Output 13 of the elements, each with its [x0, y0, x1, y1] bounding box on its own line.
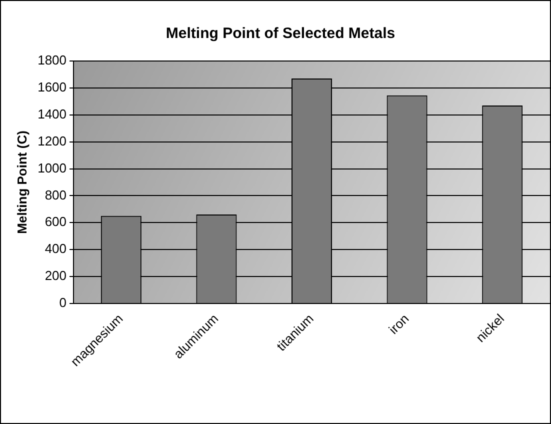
y-tick-label: 1800 [38, 52, 67, 68]
y-axis-title: Melting Point (C) [14, 130, 30, 234]
y-tick-label: 0 [59, 295, 67, 310]
y-tick-label: 400 [44, 241, 67, 256]
y-tick-label: 1000 [38, 160, 67, 176]
y-tick-label: 600 [44, 214, 67, 230]
x-tick-label: iron [386, 311, 412, 337]
y-tick-label: 1200 [38, 133, 67, 148]
y-tick-label: 1600 [38, 80, 67, 95]
chart-title: Melting Point of Selected Metals [166, 25, 396, 42]
y-tick-label: 800 [44, 187, 67, 202]
y-tick-label: 1400 [38, 106, 67, 122]
y-tick-label: 200 [44, 268, 67, 284]
